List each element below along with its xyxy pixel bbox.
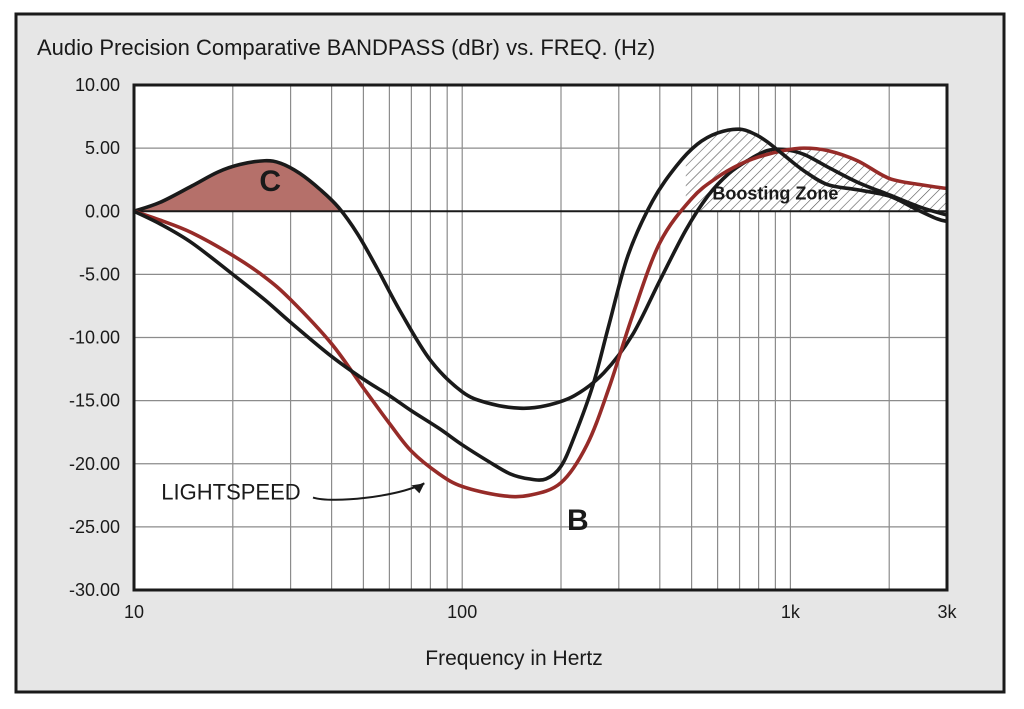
x-axis-label: Frequency in Hertz — [425, 647, 602, 670]
x-tick-label: 1k — [781, 602, 801, 622]
x-tick-label: 3k — [937, 602, 957, 622]
series-line-lightspeed — [134, 146, 947, 499]
series-line-b — [134, 127, 947, 482]
c-positive-fill — [134, 160, 342, 212]
annotations: C LIGHTSPEED B Boosting Zone — [161, 165, 838, 537]
annotation-boosting-zone: Boosting Zone — [712, 184, 838, 204]
y-tick-label: 5.00 — [85, 138, 120, 158]
y-tick-label: -5.00 — [79, 264, 120, 284]
annotation-c: C — [259, 165, 281, 198]
x-tick-label: 100 — [447, 602, 477, 622]
y-tick-label: -30.00 — [69, 580, 120, 600]
y-tick-label: 10.00 — [75, 75, 120, 95]
y-tick-label: -20.00 — [69, 454, 120, 474]
y-tick-label: -15.00 — [69, 391, 120, 411]
y-axis-ticks: 10.00 5.00 0.00 -5.00 -10.00 -15.00 -20.00 -25.… — [69, 75, 120, 600]
series-line-c — [134, 147, 947, 411]
y-tick-label: -10.00 — [69, 328, 120, 348]
y-tick-label: -25.00 — [69, 517, 120, 537]
annotation-b: B — [567, 504, 589, 537]
x-tick-label: 10 — [124, 602, 144, 622]
chart-title: Audio Precision Comparative BANDPASS (dB… — [37, 35, 655, 60]
plot-border — [132, 83, 949, 592]
annotation-lightspeed: LIGHTSPEED — [161, 480, 300, 505]
series-lines — [134, 127, 947, 499]
x-axis-ticks: 10 100 1k 3k — [124, 602, 958, 622]
arrow-head-icon — [411, 483, 425, 494]
y-tick-label: 0.00 — [85, 201, 120, 221]
